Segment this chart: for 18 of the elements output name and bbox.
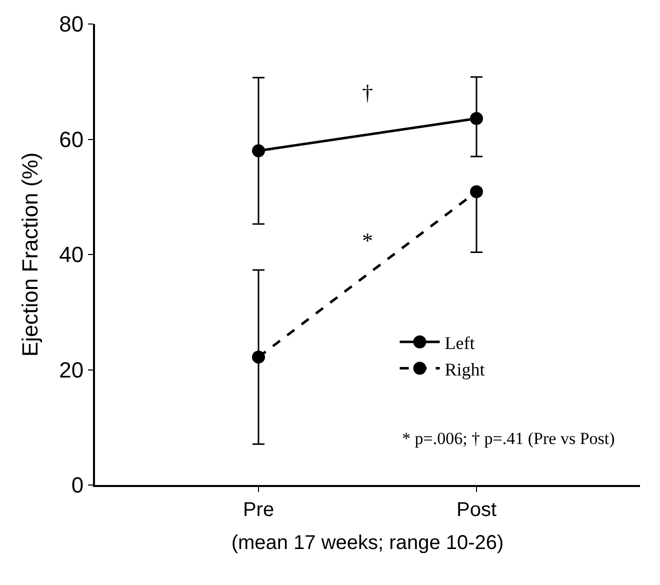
point	[252, 350, 265, 364]
x-tick-label: Post	[456, 499, 497, 521]
point	[252, 144, 265, 158]
point	[470, 112, 483, 126]
point	[470, 185, 483, 198]
annotation: * p=.006; † p=.41 (Pre vs Post)	[402, 429, 615, 448]
y-tick-label: 60	[59, 126, 84, 152]
y-tick-label: 0	[71, 472, 84, 498]
y-tick-label: 20	[59, 357, 84, 382]
x-axis-title: (mean 17 weeks; range 10-26)	[231, 532, 504, 554]
x-tick-label: Pre	[242, 499, 274, 521]
annotation: †	[362, 80, 373, 105]
annotation: *	[362, 228, 373, 253]
y-tick-label: 80	[59, 12, 84, 37]
legend-label: Left	[444, 332, 475, 353]
y-tick-label: 40	[59, 242, 84, 268]
legend-label: Right	[444, 359, 485, 380]
y-axis-title: Ejection Fraction (%)	[17, 152, 42, 357]
